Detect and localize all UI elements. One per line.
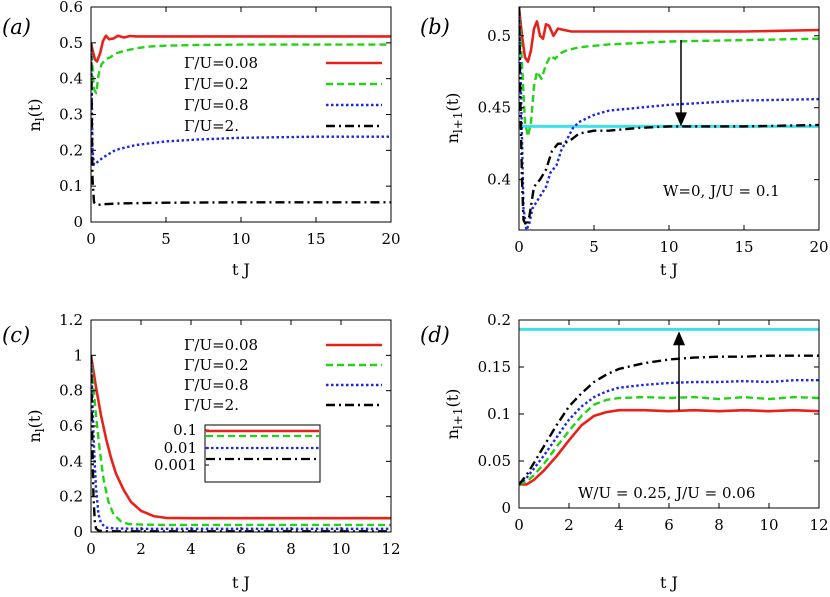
arrow-head [675, 112, 687, 127]
inset-y-tick-label: 0.1 [173, 421, 197, 439]
panel-label: (a) [2, 15, 31, 39]
x-tick-label: 0 [86, 540, 96, 558]
panel-label: (c) [2, 323, 30, 347]
y-tick-label: 0.4 [487, 171, 511, 189]
y-tick-label: 0.05 [478, 452, 511, 470]
annotation: W/U = 0.25, J/U = 0.06 [578, 484, 755, 502]
x-tick-label: 0 [514, 238, 524, 256]
panel-c: 0 2 4 6 8 10 12 0 0.2 0.4 0.6 0.8 1 1.2 t J nl(t) (c) Γ/U… [2, 311, 401, 592]
series-line-3 [519, 7, 819, 230]
x-tick-label: 6 [664, 516, 674, 534]
y-tick-label: 0.2 [59, 488, 83, 506]
x-tick-label: 5 [589, 238, 599, 256]
x-axis-label: t J [660, 573, 678, 592]
x-tick-label: 4 [614, 516, 624, 534]
y-axis-label: nl(t) [25, 98, 47, 131]
x-tick-label: 12 [809, 516, 828, 534]
series-line-2 [519, 7, 819, 138]
legend-label: Γ/U=0.2 [184, 356, 249, 374]
x-tick-label: 10 [231, 230, 250, 248]
y-tick-label: 0.6 [59, 417, 83, 435]
y-tick-label: 0.2 [59, 141, 83, 159]
x-tick-label: 6 [236, 540, 246, 558]
series-line-2 [519, 395, 819, 486]
y-tick-label: 0.1 [487, 405, 511, 423]
y-tick-label: 0.15 [478, 358, 511, 376]
legend-label: Γ/U=0.8 [184, 96, 249, 114]
legend-label: Γ/U=2. [184, 117, 239, 135]
y-tick-label: 0 [73, 213, 83, 231]
annotation: W=0, J/U = 0.1 [663, 182, 780, 200]
panel-label: (b) [420, 15, 450, 39]
panel-a: 0 5 10 15 20 0 0.1 0.2 0.3 0.4 0.5 0.6 t J nl(t) (a) Γ/… [2, 0, 401, 279]
y-tick-label: 0 [501, 499, 511, 517]
x-tick-label: 10 [331, 540, 350, 558]
x-tick-label: 15 [734, 238, 753, 256]
y-tick-label: 1 [73, 346, 83, 364]
y-axis-label: nl(t) [25, 409, 47, 442]
y-tick-label: 0.4 [59, 70, 83, 88]
x-tick-label: 12 [381, 540, 400, 558]
inset: 0.10.010.001 [154, 421, 321, 483]
panel-b: 0 5 10 15 20 0.4 0.45 0.5 t J nl+1(t) (b) W=0, J/U … [420, 6, 829, 279]
series-line-2 [91, 42, 391, 95]
legend-label: Γ/U=2. [184, 396, 239, 414]
inset-frame [204, 424, 321, 483]
x-axis-label: t J [232, 260, 250, 279]
series-line-1 [519, 408, 819, 486]
legend-label: Γ/U=0.08 [184, 54, 258, 72]
x-tick-label: 10 [759, 516, 778, 534]
y-tick-label: 0.2 [487, 311, 511, 329]
x-tick-label: 10 [659, 238, 678, 256]
series-line-3 [91, 42, 391, 166]
x-tick-label: 8 [286, 540, 296, 558]
inset-y-tick-label: 0.001 [154, 456, 197, 474]
y-tick-label: 0.5 [59, 34, 83, 52]
y-axis-label: nl+1(t) [443, 93, 465, 144]
y-tick-label: 0.45 [478, 99, 511, 117]
x-tick-label: 0 [86, 230, 96, 248]
series-line-1 [91, 34, 391, 63]
panel-d: 0 2 4 6 8 10 12 0 0.05 0.1 0.15 0.2 t J nl+1(t) (d) W/U… [420, 311, 829, 592]
y-tick-label: 0.8 [59, 382, 83, 400]
x-tick-label: 4 [186, 540, 196, 558]
x-tick-label: 2 [564, 516, 574, 534]
legend-label: Γ/U=0.8 [184, 376, 249, 394]
x-tick-label: 20 [809, 238, 828, 256]
series-line-4 [519, 7, 819, 227]
series-line-1 [91, 355, 391, 520]
legend-label: Γ/U=0.08 [184, 336, 258, 354]
plot-frame [90, 6, 392, 223]
legend: Γ/U=0.08 Γ/U=0.2 Γ/U=0.8 Γ/U=2. [184, 54, 382, 135]
legend: Γ/U=0.08 Γ/U=0.2 Γ/U=0.8 Γ/U=2. [184, 336, 382, 414]
y-tick-label: 0.6 [59, 0, 83, 16]
series-line-3 [519, 379, 819, 486]
inset-y-tick-label: 0.01 [164, 439, 197, 457]
y-tick-label: 0.4 [59, 452, 83, 470]
y-tick-label: 1.2 [59, 311, 83, 329]
series-line-2 [91, 355, 391, 527]
y-tick-label: 0.3 [59, 106, 83, 124]
y-tick-label: 0.5 [487, 27, 511, 45]
y-tick-label: 0 [73, 523, 83, 541]
x-tick-label: 5 [161, 230, 171, 248]
series-line-4 [519, 354, 819, 486]
legend-label: Γ/U=0.2 [184, 75, 249, 93]
x-tick-label: 0 [514, 516, 524, 534]
x-tick-label: 20 [381, 230, 400, 248]
x-tick-label: 2 [136, 540, 146, 558]
series-line-1 [519, 7, 819, 63]
x-axis-label: t J [660, 260, 678, 279]
arrow-head [673, 331, 685, 346]
y-tick-label: 0.1 [59, 177, 83, 195]
x-tick-label: 15 [306, 230, 325, 248]
panel-label: (d) [420, 323, 450, 347]
x-tick-label: 8 [714, 516, 724, 534]
x-axis-label: t J [232, 573, 250, 592]
y-axis-label: nl+1(t) [443, 389, 465, 440]
